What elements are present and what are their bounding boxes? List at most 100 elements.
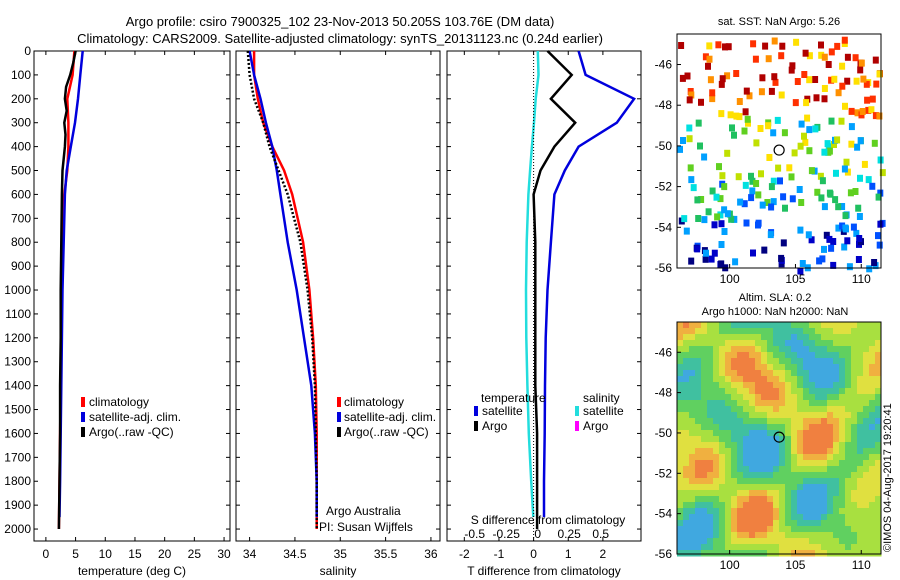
sla-cell [731, 520, 738, 527]
sla-cell [827, 334, 834, 341]
sla-cell [785, 334, 792, 341]
sla-cell [773, 514, 780, 521]
sla-cell [761, 322, 768, 329]
sst-pixel [801, 71, 808, 78]
sla-cell [695, 346, 702, 353]
sla-cell [827, 340, 834, 347]
sst-pixel [721, 206, 728, 214]
sla-cell [725, 442, 732, 449]
sla-cell [833, 532, 840, 539]
sla-cell [839, 514, 846, 521]
sla-cell [797, 514, 804, 521]
sst-pixel [832, 196, 839, 204]
sla-cell [809, 388, 816, 395]
sla-cell [695, 340, 702, 347]
sla-cell [731, 466, 738, 473]
sla-cell [797, 424, 804, 431]
sst-pixel [774, 116, 781, 124]
sla-cell [785, 418, 792, 425]
sla-cell [779, 442, 786, 449]
sla-cell [869, 478, 876, 485]
sla-cell [755, 454, 762, 461]
sla-cell [713, 514, 720, 521]
sst-pixel [794, 78, 801, 85]
sla-cell [845, 514, 852, 521]
sla-cell [731, 448, 738, 455]
sla-cell [803, 490, 810, 497]
legend-swatch [81, 412, 85, 422]
sla-cell [851, 532, 858, 539]
title-line-1: Argo profile: csiro 7900325_102 23-Nov-2… [126, 14, 555, 29]
sla-cell [677, 328, 684, 335]
sla-cell [833, 514, 840, 521]
sla-cell [845, 352, 852, 359]
sla-cell [689, 430, 696, 437]
sla-cell [677, 460, 684, 467]
map-y-tick-label: -54 [655, 507, 673, 521]
sst-pixel [758, 170, 764, 178]
sla-cell [737, 376, 744, 383]
sla-cell [755, 334, 762, 341]
sla-cell [845, 322, 852, 329]
sla-cell [773, 418, 780, 425]
sst-pixel [854, 143, 861, 151]
sla-cell [815, 460, 822, 467]
sst-pixel [831, 141, 837, 148]
sla-cell [821, 466, 828, 473]
sla-cell [707, 490, 714, 497]
sla-cell [713, 478, 720, 485]
sst-pixel [872, 56, 879, 64]
sla-cell [827, 346, 834, 353]
sla-cell [701, 538, 708, 545]
sla-cell [737, 466, 744, 473]
sla-cell [821, 412, 828, 419]
sla-cell [785, 340, 792, 347]
sla-cell [749, 370, 756, 377]
sla-cell [767, 520, 774, 527]
sla-cell [851, 544, 858, 551]
sla-cell [695, 436, 702, 443]
sla-cell [857, 484, 864, 491]
sla-cell [683, 328, 690, 335]
sla-cell [845, 376, 852, 383]
sla-cell [743, 508, 750, 515]
sla-cell [803, 382, 810, 389]
sla-cell [797, 460, 804, 467]
sla-cell [803, 412, 810, 419]
sst-pixel [721, 228, 728, 235]
sst-pixel [778, 254, 785, 262]
sst-pixel [854, 109, 861, 117]
sla-cell [695, 496, 702, 503]
sst-pixel [701, 153, 708, 161]
sla-cell [707, 364, 714, 371]
sla-cell [809, 418, 816, 425]
sst-pixel [847, 189, 854, 197]
sla-cell [731, 424, 738, 431]
sla-cell [707, 508, 714, 515]
sst-pixel [742, 108, 749, 116]
sla-cell [851, 334, 858, 341]
sla-cell [791, 388, 798, 395]
sst-pixel [768, 183, 775, 191]
sla-cell [677, 526, 684, 533]
sla-cell [839, 334, 846, 341]
sla-cell [779, 448, 786, 455]
sla-cell [785, 358, 792, 365]
map-x-tick-label: 100 [720, 558, 740, 572]
sla-cell [743, 364, 750, 371]
y-tick-label: 1600 [4, 426, 31, 440]
sla-cell [827, 424, 834, 431]
sla-cell [677, 424, 684, 431]
sst-pixel [755, 191, 762, 199]
sla-cell [701, 472, 708, 479]
sla-cell [797, 376, 804, 383]
sla-cell [713, 322, 720, 329]
sla-cell [815, 340, 822, 347]
sla-cell [773, 508, 780, 515]
y-tick-label: 800 [11, 235, 31, 249]
sla-cell [719, 394, 726, 401]
sla-cell [821, 424, 828, 431]
sla-cell [779, 382, 786, 389]
sla-cell [785, 538, 792, 545]
sst-pixel [728, 215, 735, 223]
